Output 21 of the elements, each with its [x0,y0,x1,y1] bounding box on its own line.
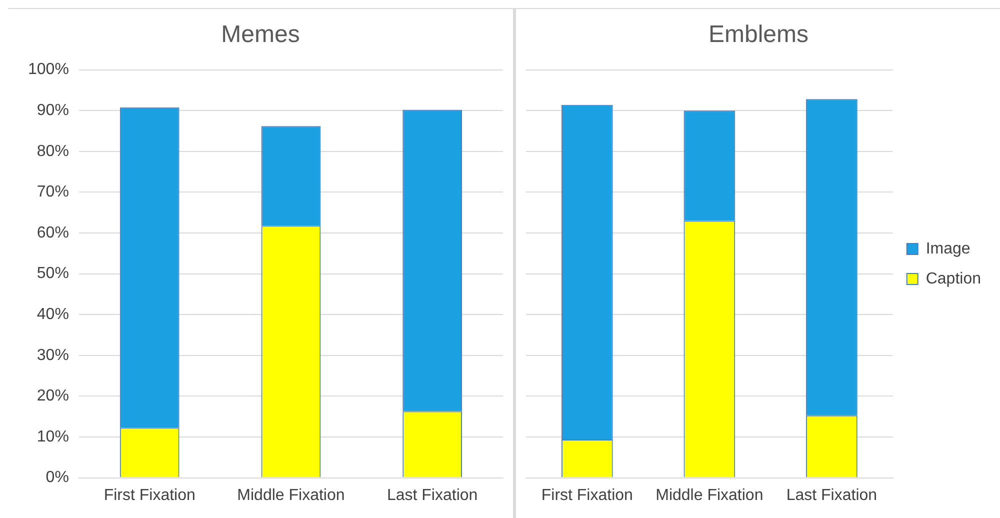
x-tick-label: First Fixation [541,486,633,504]
y-tick-label: 70% [36,184,69,201]
y-tick-label: 20% [36,388,69,405]
y-tick-label: 30% [36,346,69,364]
x-tick-label: Middle Fixation [656,486,764,504]
y-tick-label: 10% [36,428,69,446]
x-tick-label: Middle Fixation [237,486,345,504]
y-tick-label: 0% [46,469,69,486]
legend-label: Image [926,240,970,258]
y-tick-label: 100% [28,61,69,78]
y-tick-label: 50% [36,265,69,282]
y-tick-label: 60% [36,224,69,242]
y-tick-label: 90% [36,102,69,120]
x-tick-label: Last Fixation [786,486,878,504]
y-tick-label: 80% [36,142,69,160]
y-tick-label: 40% [36,306,69,324]
x-tick-label: First Fixation [104,486,196,504]
legend-label: Caption [926,270,982,288]
x-tick-label: Last Fixation [386,486,478,504]
chart-title: Emblems [708,21,809,48]
chart-title: Memes [221,21,300,48]
